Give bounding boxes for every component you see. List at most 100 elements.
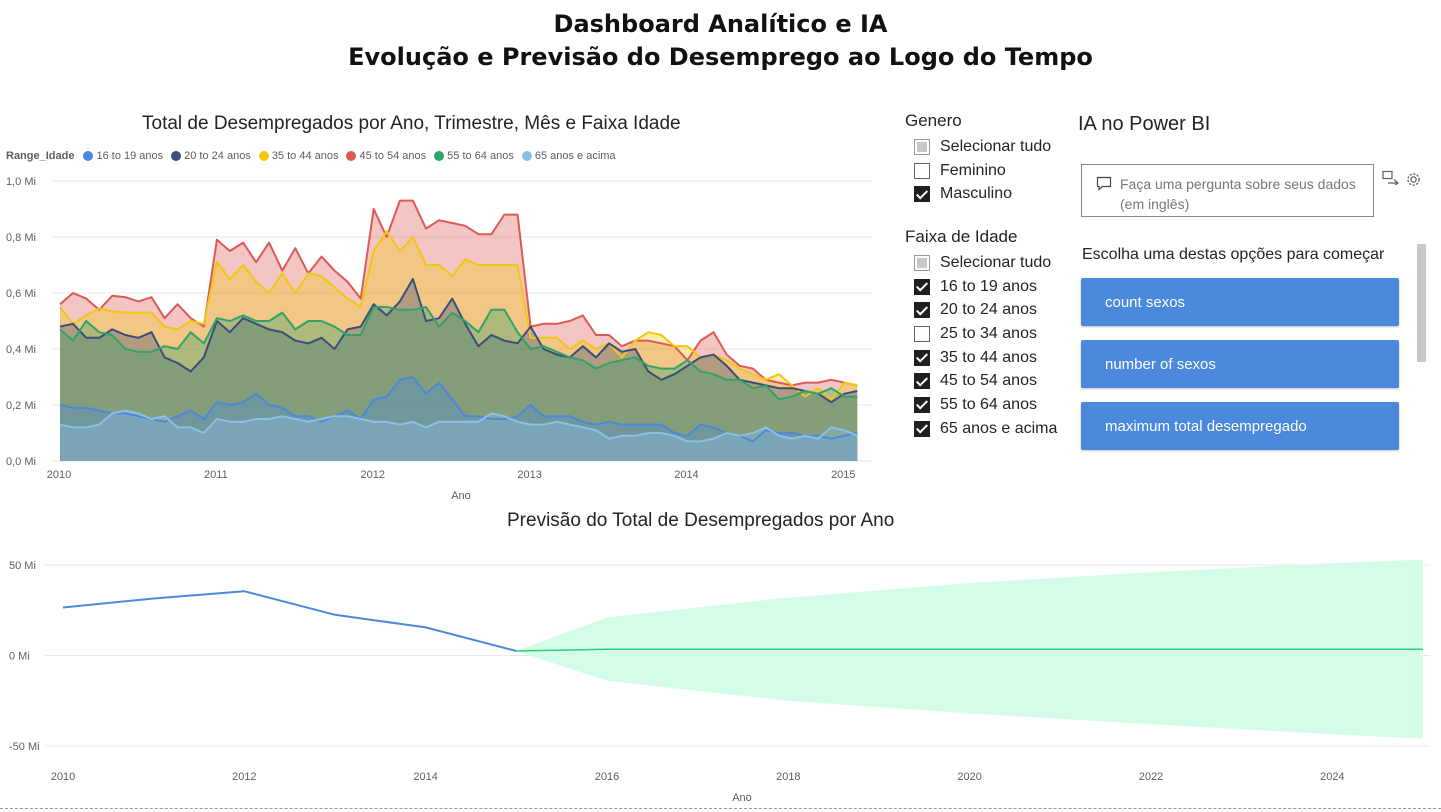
slicer-faixa-item[interactable]: 65 anos e acima (905, 417, 1075, 441)
slicer-genero-title: Genero (905, 111, 962, 130)
legend-item[interactable]: 16 to 19 anos (83, 150, 163, 162)
area-line-16-to-19-anos[interactable] (59, 376, 858, 443)
share-icon[interactable] (1382, 170, 1399, 190)
qa-placeholder-line1: Faça uma pergunta sobre seus dados (1120, 176, 1356, 192)
x-axis-title: Ano (451, 490, 471, 502)
slicer-genero-item[interactable]: Masculino (905, 182, 1075, 206)
slicer-faixa-item-label: 55 to 64 anos (940, 395, 1037, 413)
x-tick-label: 2010 (51, 771, 75, 783)
forecast-line[interactable] (516, 648, 1423, 652)
legend-label: 55 to 64 anos (447, 150, 514, 162)
checkbox-checked[interactable] (914, 186, 930, 203)
y-tick-label: 0,4 Mi (6, 344, 36, 356)
legend-item[interactable]: 65 anos e acima (521, 150, 616, 162)
legend-label: 20 to 24 anos (184, 150, 251, 162)
checkbox-unchecked[interactable] (914, 162, 930, 179)
x-tick-label: 2012 (360, 469, 384, 481)
area-line-35-to-44-anos[interactable] (59, 230, 858, 401)
slicer-genero-item-label: Selecionar tudo (940, 137, 1052, 155)
y-tick-label: 0 Mi (9, 651, 30, 663)
slicer-faixa-item[interactable]: 16 to 19 anos (905, 275, 1075, 299)
slicer-faixa-title: Faixa de Idade (905, 227, 1018, 246)
qa-input-placeholder: Faça uma pergunta sobre seus dados (em i… (1120, 174, 1356, 216)
checkbox-checked[interactable] (914, 349, 930, 366)
x-tick-label: 2014 (413, 771, 437, 783)
y-tick-label: -50 Mi (9, 741, 40, 753)
slicer-faixa-item[interactable]: 45 to 54 anos (905, 369, 1075, 393)
slicer-faixa-item-label: 45 to 54 anos (940, 372, 1037, 390)
slicer-genero-item-label: Masculino (940, 185, 1013, 203)
forecast-chart-title: Previsão do Total de Desempregados por A… (507, 510, 895, 531)
x-tick-label: 2018 (776, 771, 800, 783)
x-tick-label: 2020 (957, 771, 981, 783)
area-line-65-anos-e-acima[interactable] (59, 409, 858, 443)
slicer-genero-item[interactable]: Feminino (905, 159, 1075, 183)
y-tick-label: 0,2 Mi (6, 400, 36, 412)
qa-scrollbar[interactable] (1417, 244, 1426, 362)
area-chart[interactable]: 0,0 Mi 0,2 Mi 0,4 Mi 0,6 Mi 0,8 Mi 1,0 Mi 2010… (0, 170, 890, 510)
qa-suggestion-button[interactable]: count sexos (1081, 278, 1399, 326)
area-chart-title: Total de Desempregados por Ano, Trimestr… (142, 113, 681, 134)
area-line-45-to-54-anos[interactable] (59, 199, 858, 387)
area-line-55-to-64-anos[interactable] (59, 306, 858, 401)
legend-item[interactable]: 45 to 54 anos (346, 150, 426, 162)
area-chart-legend: Range_Idade 16 to 19 anos 20 to 24 anos 35… (6, 150, 624, 162)
qa-placeholder-line2: (em inglês) (1120, 196, 1190, 212)
slicer-faixa-item[interactable]: 25 to 34 anos (905, 322, 1075, 346)
x-tick-label: 2011 (204, 469, 228, 481)
x-tick-label: 2013 (517, 469, 541, 481)
checkbox-partial[interactable] (914, 138, 930, 155)
legend-label: 16 to 19 anos (96, 150, 164, 162)
legend-item[interactable]: 55 to 64 anos (434, 150, 514, 162)
y-tick-label: 0,8 Mi (6, 232, 36, 244)
dashboard-title: Dashboard Analítico e IA Evolução e Prev… (0, 8, 1441, 74)
slicer-genero-item[interactable]: Selecionar tudo (905, 135, 1075, 159)
slicer-faixa-item[interactable]: Selecionar tudo (905, 251, 1075, 275)
legend-dot (346, 151, 357, 161)
area-fill-35-to-44-anos (60, 231, 858, 461)
x-tick-label: 2014 (674, 469, 698, 481)
slicer-faixa-item-label: 65 anos e acima (940, 419, 1058, 437)
checkbox-checked[interactable] (914, 302, 930, 319)
qa-suggestion-button[interactable]: maximum total desempregado (1081, 402, 1399, 450)
actual-line[interactable] (62, 590, 517, 652)
legend-label: 35 to 44 anos (271, 150, 339, 162)
forecast-chart[interactable]: -50 Mi 0 Mi 50 Mi 2010 2012 2014 2016 2018 2020 2… (0, 545, 1441, 807)
gear-icon[interactable] (1405, 171, 1422, 193)
chat-bubble-icon (1096, 174, 1114, 216)
slicer-faixa-item[interactable]: 35 to 44 anos (905, 346, 1075, 370)
legend-dot (83, 151, 94, 161)
checkbox-checked[interactable] (914, 396, 930, 413)
checkbox-checked[interactable] (914, 420, 930, 437)
slicer-faixa-item[interactable]: 20 to 24 anos (905, 298, 1075, 322)
x-tick-label: 2022 (1139, 771, 1163, 783)
page-bottom-border (0, 808, 1441, 809)
slicer-faixa-item-label: 16 to 19 anos (940, 277, 1037, 295)
checkbox-partial[interactable] (914, 254, 930, 271)
x-tick-label: 2010 (47, 469, 71, 481)
checkbox-checked[interactable] (914, 373, 930, 390)
legend-label: 45 to 54 anos (359, 150, 427, 162)
legend-label: 65 anos e acima (534, 150, 616, 162)
y-tick-label: 0,0 Mi (6, 456, 36, 468)
legend-dot (258, 151, 269, 161)
area-line-20-to-24-anos[interactable] (59, 278, 858, 404)
legend-item[interactable]: 20 to 24 anos (171, 150, 251, 162)
checkbox-unchecked[interactable] (914, 325, 930, 342)
slicer-faixa-item-label: Selecionar tudo (940, 253, 1052, 271)
y-tick-label: 50 Mi (9, 560, 36, 572)
slicer-genero-item-label: Feminino (940, 161, 1006, 179)
area-fill-20-to-24-anos (60, 279, 858, 461)
x-axis-title: Ano (732, 792, 752, 804)
checkbox-checked[interactable] (914, 278, 930, 295)
legend-item[interactable]: 35 to 44 anos (258, 150, 339, 162)
legend-dot (434, 151, 445, 161)
x-tick-label: 2015 (831, 469, 855, 481)
slicer-faixa-item[interactable]: 55 to 64 anos (905, 393, 1075, 417)
qa-prompt-text: Escolha uma destas opções para começar (1082, 246, 1385, 263)
qa-suggestion-button[interactable]: number of sexos (1081, 340, 1399, 388)
x-tick-label: 2024 (1320, 771, 1344, 783)
qa-question-input[interactable]: Faça uma pergunta sobre seus dados (em i… (1081, 164, 1374, 217)
dashboard-title-line1: Dashboard Analítico e IA (553, 10, 888, 38)
slicer-genero: Genero Selecionar tudo Feminino Masculino (905, 111, 1075, 206)
